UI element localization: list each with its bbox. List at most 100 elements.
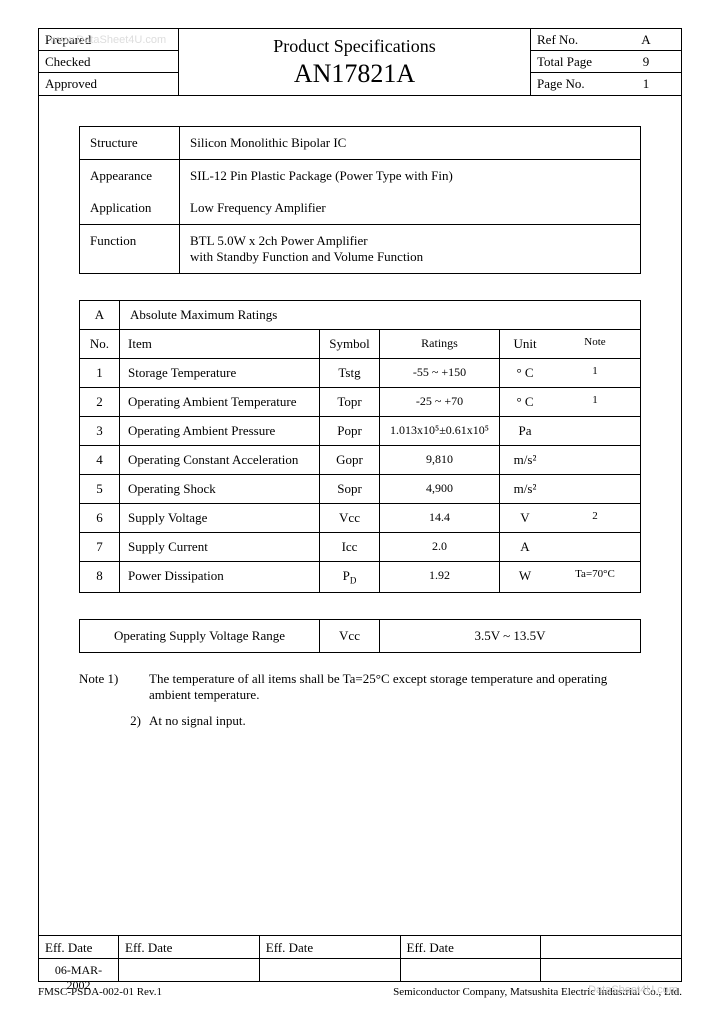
refno-value: A bbox=[611, 32, 681, 48]
cell-rat: 9,810 bbox=[380, 446, 500, 474]
cell-sym: PD bbox=[320, 562, 380, 592]
cell-note bbox=[550, 417, 640, 445]
cell-note: 1 bbox=[550, 359, 640, 387]
ratings-row: 8Power DissipationPD1.92WTa=70°C bbox=[80, 562, 640, 592]
page: Prepared Checked Approved Product Specif… bbox=[0, 0, 720, 1008]
col-rat: Ratings bbox=[380, 330, 500, 358]
cell-item: Operating Ambient Temperature bbox=[120, 388, 320, 416]
cell-no: 2 bbox=[80, 388, 120, 416]
cell-unit: W bbox=[500, 562, 550, 592]
cell-no: 1 bbox=[80, 359, 120, 387]
supply-range-value: 3.5V ~ 13.5V bbox=[380, 620, 640, 652]
info-label-appearance: Appearance bbox=[90, 168, 169, 184]
info-label-application: Application bbox=[90, 200, 169, 216]
ratings-table: A Absolute Maximum Ratings No. Item Symb… bbox=[79, 300, 641, 593]
cell-unit: V bbox=[500, 504, 550, 532]
supply-range-table: Operating Supply Voltage Range Vcc 3.5V … bbox=[79, 619, 641, 653]
form-number: FMSC-PSDA-002-01 Rev.1 bbox=[38, 986, 162, 998]
ratings-row: 1Storage TemperatureTstg-55 ~ +150° C1 bbox=[80, 359, 640, 388]
cell-unit: m/s² bbox=[500, 446, 550, 474]
eff-date-col2: Eff. Date bbox=[260, 936, 401, 958]
eff-date-value: 06-MAR-2002 bbox=[39, 959, 119, 981]
doc-title: Product Specifications bbox=[273, 36, 435, 57]
cell-item: Power Dissipation bbox=[120, 562, 320, 592]
cell-item: Storage Temperature bbox=[120, 359, 320, 387]
totalpage-label: Total Page bbox=[531, 54, 611, 70]
header-right: Ref No.A Total Page9 Page No.1 bbox=[531, 29, 681, 95]
cell-unit: ° C bbox=[500, 388, 550, 416]
col-unit: Unit bbox=[500, 330, 550, 358]
footer-date-row: 06-MAR-2002 bbox=[38, 959, 682, 982]
col-item: Item bbox=[120, 330, 320, 358]
info-value-application: Low Frequency Amplifier bbox=[190, 200, 630, 216]
info-value-function: BTL 5.0W x 2ch Power Amplifier with Stan… bbox=[180, 225, 640, 273]
cell-unit: m/s² bbox=[500, 475, 550, 503]
col-no: No. bbox=[80, 330, 120, 358]
ratings-row: 5Operating ShockSopr4,900m/s² bbox=[80, 475, 640, 504]
info-table: Structure Silicon Monolithic Bipolar IC … bbox=[79, 126, 641, 274]
cell-sym: Gopr bbox=[320, 446, 380, 474]
cell-no: 3 bbox=[80, 417, 120, 445]
notes: Note 1)The temperature of all items shal… bbox=[79, 671, 641, 729]
header-center: Product Specifications AN17821A bbox=[179, 29, 531, 95]
cell-rat: 1.013x10⁵±0.61x10⁵ bbox=[380, 417, 500, 445]
cell-no: 8 bbox=[80, 562, 120, 592]
info-label-structure: Structure bbox=[80, 127, 180, 159]
eff-date-col4 bbox=[541, 936, 681, 958]
cell-rat: 1.92 bbox=[380, 562, 500, 592]
cell-sym: Vcc bbox=[320, 504, 380, 532]
note2-num: 2) bbox=[79, 713, 149, 729]
ratings-row: 7Supply CurrentIcc2.0A bbox=[80, 533, 640, 562]
cell-unit: ° C bbox=[500, 359, 550, 387]
eff-date-col1: Eff. Date bbox=[119, 936, 260, 958]
cell-rat: 2.0 bbox=[380, 533, 500, 561]
refno-label: Ref No. bbox=[531, 32, 611, 48]
cell-no: 4 bbox=[80, 446, 120, 474]
cell-note: 1 bbox=[550, 388, 640, 416]
ratings-row: 6Supply VoltageVcc14.4V2 bbox=[80, 504, 640, 533]
note1-num: Note 1) bbox=[79, 671, 149, 703]
note1-text: The temperature of all items shall be Ta… bbox=[149, 671, 641, 703]
col-note: Note bbox=[550, 330, 640, 358]
watermark-bottom: DataSheet4U.com bbox=[588, 984, 678, 996]
totalpage-value: 9 bbox=[611, 54, 681, 70]
hdr-checked: Checked bbox=[39, 51, 179, 73]
supply-range-symbol: Vcc bbox=[320, 620, 380, 652]
footer-eff-row: Eff. Date Eff. Date Eff. Date Eff. Date bbox=[38, 936, 682, 959]
col-sym: Symbol bbox=[320, 330, 380, 358]
cell-no: 5 bbox=[80, 475, 120, 503]
supply-range-label: Operating Supply Voltage Range bbox=[80, 620, 320, 652]
cell-rat: 14.4 bbox=[380, 504, 500, 532]
cell-sym: Topr bbox=[320, 388, 380, 416]
cell-no: 7 bbox=[80, 533, 120, 561]
content-frame: Structure Silicon Monolithic Bipolar IC … bbox=[38, 96, 682, 936]
info-label-function: Function bbox=[80, 225, 180, 273]
ratings-row: 4Operating Constant AccelerationGopr9,81… bbox=[80, 446, 640, 475]
hdr-approved: Approved bbox=[39, 73, 179, 95]
pageno-value: 1 bbox=[611, 76, 681, 92]
cell-sym: Icc bbox=[320, 533, 380, 561]
cell-note bbox=[550, 446, 640, 474]
cell-item: Operating Ambient Pressure bbox=[120, 417, 320, 445]
cell-note: Ta=70°C bbox=[550, 562, 640, 592]
eff-date-col3: Eff. Date bbox=[401, 936, 542, 958]
cell-sym: Sopr bbox=[320, 475, 380, 503]
watermark-top: www.DataSheet4U.com bbox=[50, 34, 166, 46]
cell-no: 6 bbox=[80, 504, 120, 532]
eff-date-label: Eff. Date bbox=[39, 936, 119, 958]
ratings-row: 3Operating Ambient PressurePopr1.013x10⁵… bbox=[80, 417, 640, 446]
cell-rat: -25 ~ +70 bbox=[380, 388, 500, 416]
cell-rat: 4,900 bbox=[380, 475, 500, 503]
cell-note bbox=[550, 533, 640, 561]
cell-item: Operating Constant Acceleration bbox=[120, 446, 320, 474]
ratings-title: Absolute Maximum Ratings bbox=[120, 301, 640, 329]
cell-rat: -55 ~ +150 bbox=[380, 359, 500, 387]
info-value-appearance: SIL-12 Pin Plastic Package (Power Type w… bbox=[190, 168, 630, 184]
cell-unit: A bbox=[500, 533, 550, 561]
cell-unit: Pa bbox=[500, 417, 550, 445]
cell-note bbox=[550, 475, 640, 503]
part-number: AN17821A bbox=[294, 59, 415, 89]
cell-item: Supply Voltage bbox=[120, 504, 320, 532]
cell-note: 2 bbox=[550, 504, 640, 532]
cell-sym: Tstg bbox=[320, 359, 380, 387]
